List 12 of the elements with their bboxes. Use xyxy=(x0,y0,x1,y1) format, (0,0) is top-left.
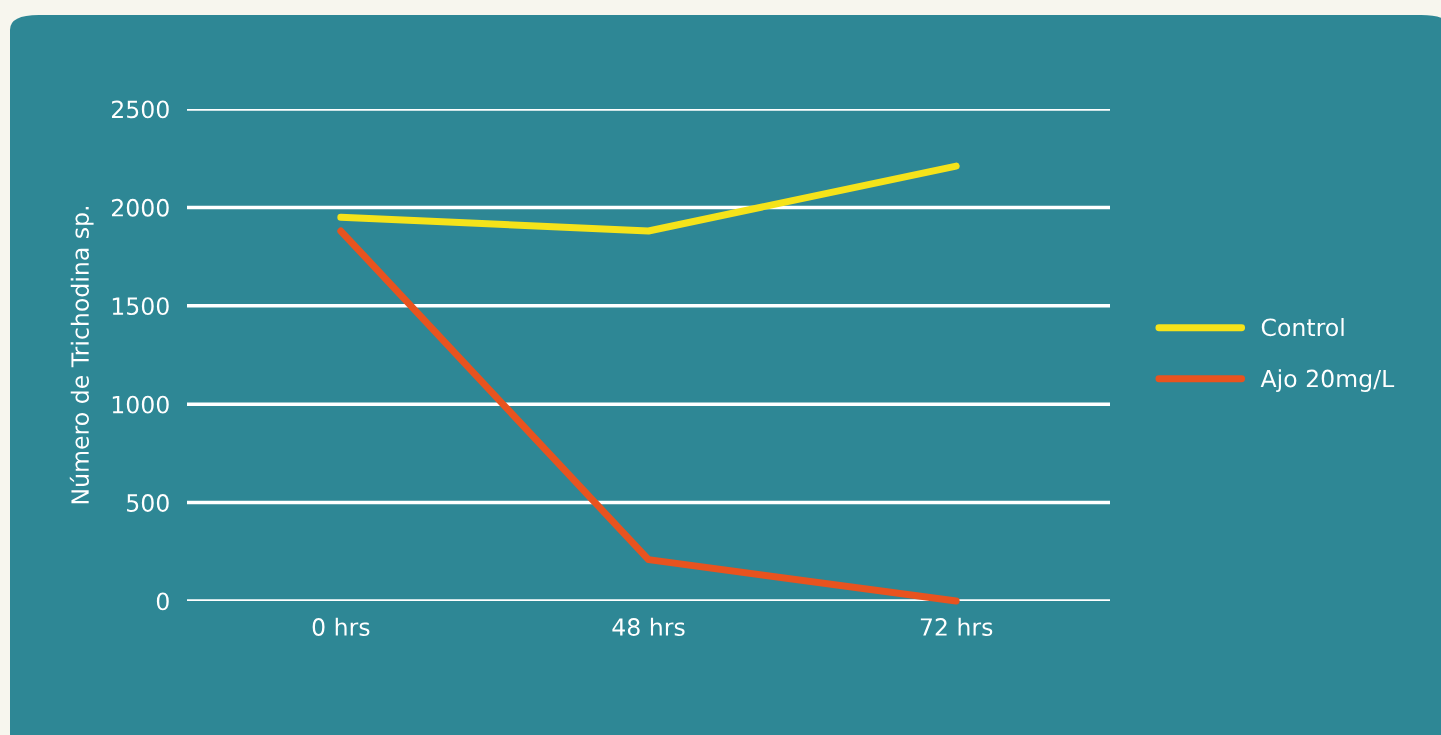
x-tick-label: 72 hrs xyxy=(920,617,993,636)
y-tick-label: 2500 xyxy=(111,100,169,119)
legend-label: Ajo 20mg/L xyxy=(1260,369,1395,393)
legend-label: Control xyxy=(1261,317,1344,337)
y-tick-label: 0 xyxy=(156,592,169,611)
y-axis-title: Número de Trichodina sp. xyxy=(69,206,94,504)
y-tick-label: 500 xyxy=(127,494,169,512)
y-tick-label: 1000 xyxy=(112,395,169,414)
x-tick-label: 0 hrs xyxy=(312,617,370,636)
y-tick-label: 1500 xyxy=(112,297,169,316)
y-tick-label: 2000 xyxy=(111,198,169,217)
x-tick-label: 48 hrs xyxy=(612,617,685,636)
